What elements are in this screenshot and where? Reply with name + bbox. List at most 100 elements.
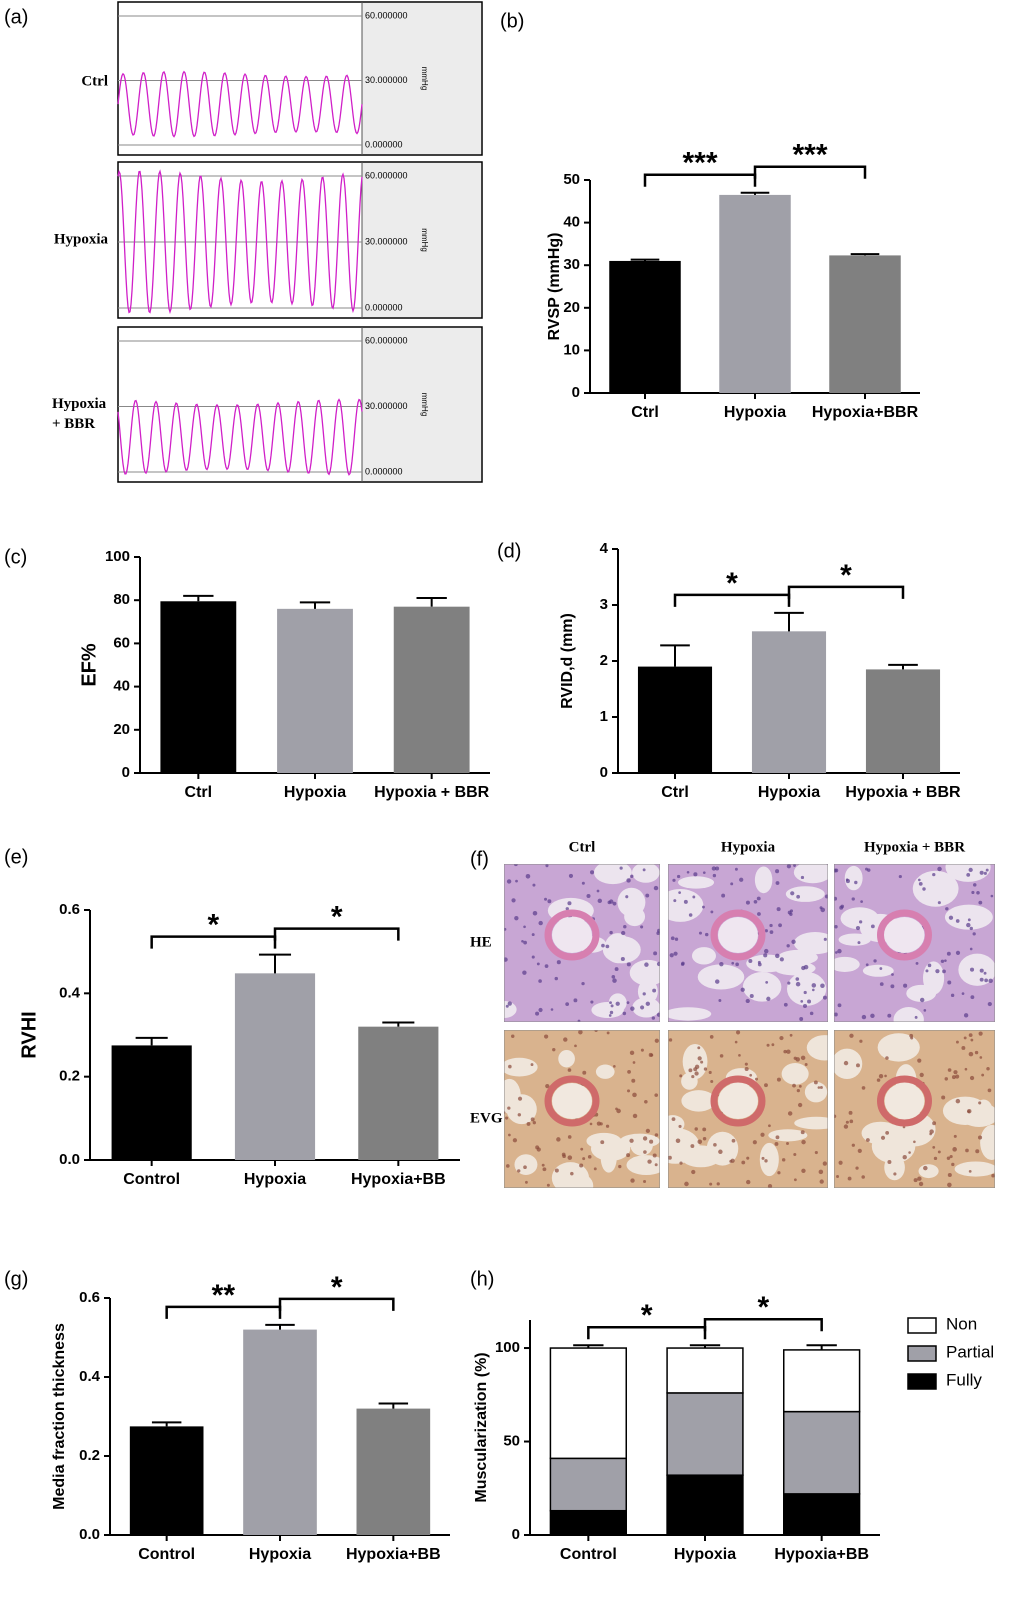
alveolus	[697, 964, 745, 990]
y-axis-label: RVHI	[18, 1011, 40, 1058]
y-tick-label: 40	[113, 678, 130, 695]
y-tick-label: 0.0	[59, 1151, 80, 1168]
nucleus	[857, 1148, 862, 1154]
nucleus	[589, 870, 595, 875]
alveolus	[862, 964, 894, 977]
nucleus	[870, 924, 875, 929]
nucleus	[800, 1130, 805, 1135]
nucleus	[800, 1055, 806, 1061]
nucleus	[757, 912, 761, 916]
nucleus	[891, 973, 894, 976]
nucleus	[915, 961, 919, 965]
nucleus	[610, 1004, 614, 1008]
y-tick-label: 1	[600, 708, 608, 725]
nucleus	[652, 1153, 657, 1158]
nucleus	[589, 1122, 593, 1126]
error-bar	[660, 644, 690, 667]
bar-segment	[549, 1457, 628, 1512]
nucleus	[709, 1035, 714, 1039]
group-label: Hypoxia	[54, 231, 109, 247]
alveolus	[893, 1007, 924, 1022]
nucleus	[932, 872, 936, 877]
nucleus	[797, 1102, 803, 1108]
y-tick-label: 0.2	[59, 1068, 80, 1085]
nucleus	[834, 868, 839, 873]
nucleus	[917, 878, 921, 882]
legend-label: Fully	[946, 1370, 982, 1389]
nucleus	[544, 1034, 549, 1039]
nucleus	[861, 1014, 867, 1020]
legend-swatch	[907, 1345, 937, 1362]
nucleus	[923, 1165, 928, 1171]
nucleus	[987, 1088, 992, 1093]
nucleus	[991, 1173, 995, 1178]
nucleus	[764, 948, 769, 954]
error-bar	[573, 1344, 604, 1349]
bar-segment	[549, 1347, 628, 1460]
nucleus	[578, 1030, 583, 1035]
legend-swatch	[907, 1317, 937, 1334]
nucleus	[567, 1135, 572, 1139]
significance-bracket	[273, 927, 400, 941]
nucleus	[910, 1036, 914, 1040]
error-bar	[151, 1421, 182, 1427]
nucleus	[923, 1009, 927, 1012]
nucleus	[978, 900, 983, 905]
alveolus	[974, 1099, 993, 1123]
nucleus	[626, 1001, 630, 1005]
nucleus	[807, 999, 812, 1004]
nucleus	[678, 891, 681, 894]
vessel-lumen	[552, 1083, 592, 1119]
nucleus	[531, 955, 535, 959]
bar	[111, 1045, 192, 1160]
nucleus	[688, 913, 693, 917]
nucleus	[698, 931, 702, 935]
alveolus	[954, 1161, 995, 1177]
nucleus	[647, 1159, 652, 1164]
nucleus	[968, 867, 973, 872]
nucleus	[822, 995, 827, 1000]
nucleus	[645, 893, 650, 898]
nucleus	[523, 1165, 527, 1170]
nucleus	[680, 962, 685, 966]
nucleus	[919, 997, 925, 1003]
nucleus	[775, 881, 780, 885]
nucleus	[929, 1132, 932, 1136]
nucleus	[643, 1180, 647, 1184]
nucleus	[854, 880, 858, 885]
nucleus	[963, 1013, 969, 1018]
nucleus	[568, 873, 574, 878]
nucleus	[963, 1036, 967, 1040]
error-bar	[183, 594, 214, 602]
panel-label: (g)	[4, 1268, 28, 1290]
nucleus	[865, 963, 869, 967]
alveolus	[602, 936, 641, 964]
nucleus	[937, 1150, 941, 1154]
nucleus	[567, 1068, 572, 1072]
nucleus	[799, 1017, 804, 1021]
nucleus	[561, 1152, 566, 1157]
nucleus	[542, 1167, 547, 1172]
nucleus	[834, 1012, 838, 1017]
nucleus	[640, 1048, 644, 1052]
nucleus	[573, 998, 578, 1003]
nucleus	[783, 1049, 787, 1054]
nucleus	[734, 867, 738, 871]
nucleus	[913, 1140, 916, 1144]
panel-label: (e)	[4, 846, 28, 868]
y-tick-label: 50	[563, 171, 580, 188]
nucleus	[606, 1031, 610, 1035]
nucleus	[697, 1046, 701, 1050]
nucleus	[719, 961, 724, 967]
significance-label: ***	[682, 147, 717, 180]
significance-bracket	[753, 165, 867, 179]
nucleus	[786, 1142, 789, 1145]
y-tick-label: 0	[600, 764, 608, 781]
nucleus	[656, 931, 660, 936]
panel-label: (d)	[497, 540, 521, 562]
y-tick-label: 0.4	[79, 1368, 101, 1385]
nucleus	[504, 927, 507, 931]
nucleus	[767, 1183, 773, 1188]
nucleus	[648, 1052, 653, 1057]
nucleus	[507, 1106, 511, 1110]
